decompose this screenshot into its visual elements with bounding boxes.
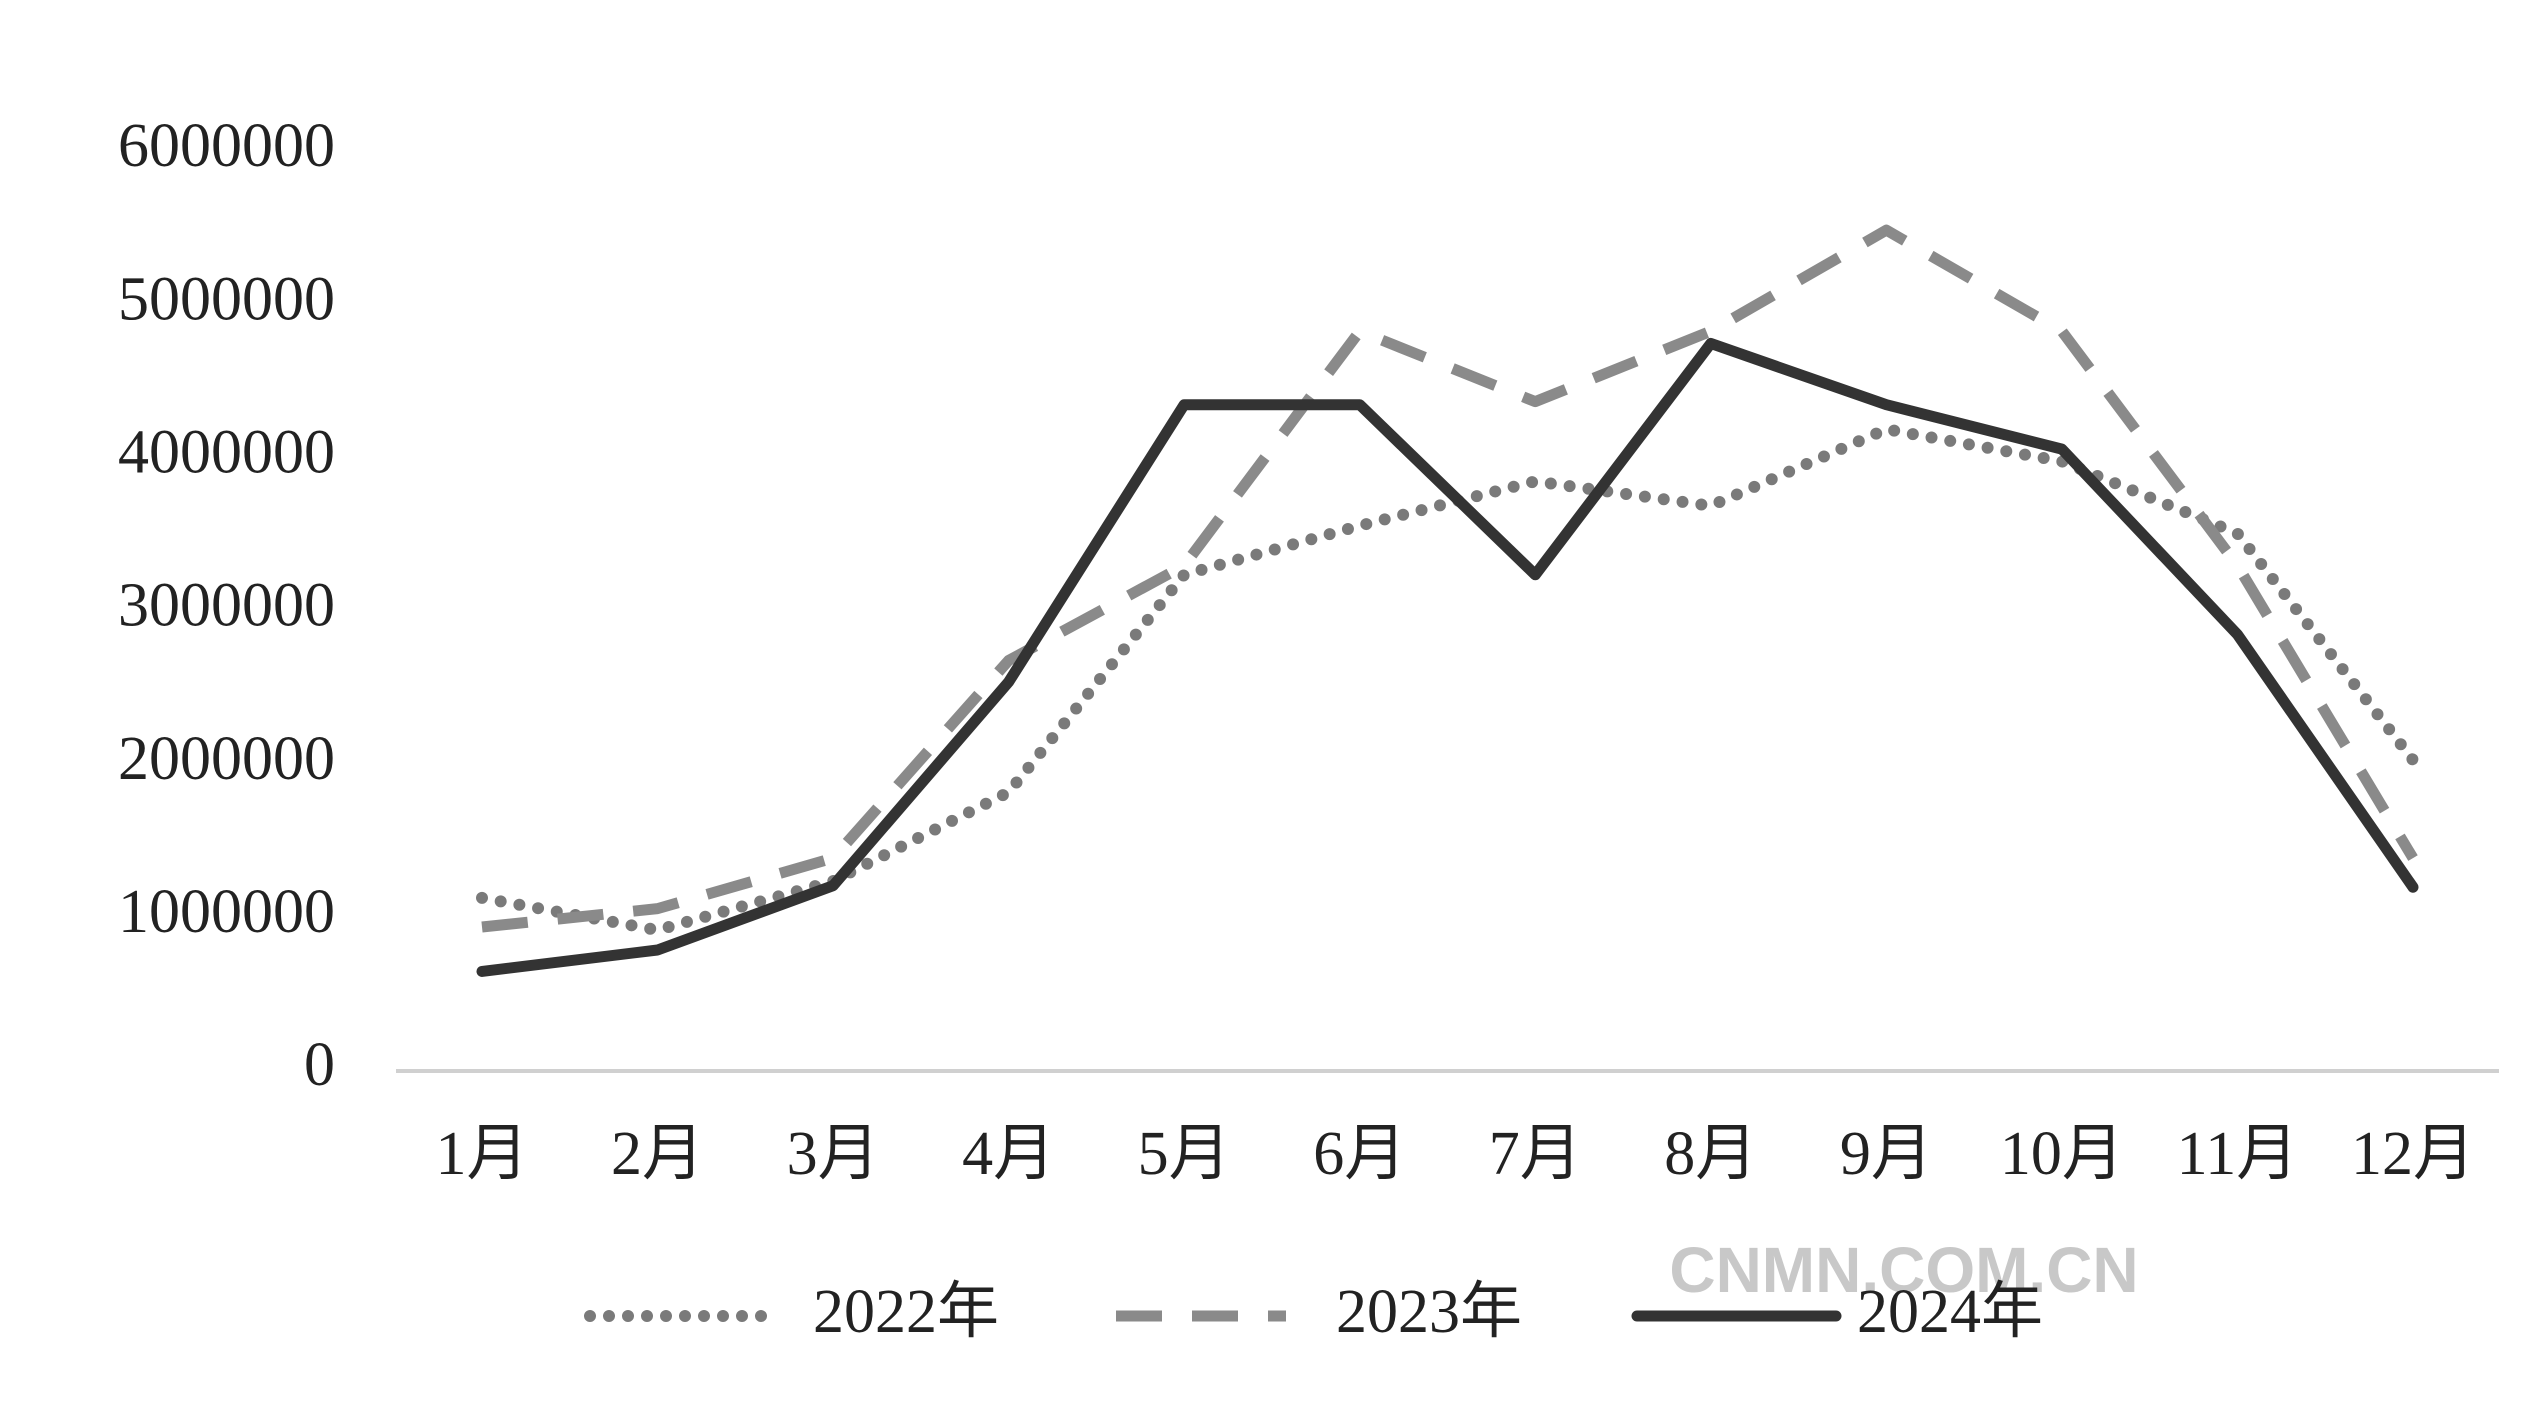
y-tick-label: 5000000 [118,265,335,333]
legend-label: 2023年 [1336,1278,1522,1346]
x-tick-label: 9月 [1840,1120,1933,1188]
series-line [476,337,2419,977]
x-tick-label: 5月 [1138,1120,1231,1188]
x-tick-label: 11月 [2177,1120,2299,1188]
y-tick-label: 4000000 [118,419,335,487]
x-tick-label: 10月 [2000,1120,2124,1188]
series-line [476,423,2419,937]
x-tick-label: 12月 [2351,1120,2475,1188]
y-tick-label: 1000000 [118,878,335,946]
x-tick-label: 4月 [962,1120,1055,1188]
x-tick-label: 6月 [1313,1120,1406,1188]
y-tick-label: 2000000 [118,725,335,793]
y-tick-label: 3000000 [118,572,335,640]
x-tick-label: 3月 [787,1120,880,1188]
x-tick-label: 1月 [435,1120,528,1188]
series-line [481,224,2418,933]
y-tick-label: 0 [304,1031,335,1099]
legend-label: 2022年 [813,1278,999,1346]
watermark: CNMN.COM.CN [1669,1234,2138,1306]
legend-label: 2024年 [1857,1278,2043,1346]
x-tick-label: 8月 [1664,1120,1757,1188]
y-tick-label: 6000000 [118,112,335,180]
x-tick-label: 2月 [611,1120,704,1188]
x-tick-label: 7月 [1489,1120,1582,1188]
